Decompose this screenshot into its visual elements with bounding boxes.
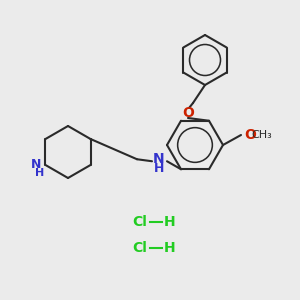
Text: O: O — [182, 106, 194, 120]
Text: H: H — [35, 168, 44, 178]
Text: Cl: Cl — [133, 241, 147, 255]
Text: N: N — [153, 152, 165, 166]
Text: H: H — [164, 215, 176, 229]
Text: H: H — [154, 162, 164, 175]
Text: N: N — [31, 158, 41, 170]
Text: CH₃: CH₃ — [251, 130, 272, 140]
Text: Cl: Cl — [133, 215, 147, 229]
Text: O: O — [244, 128, 256, 142]
Text: H: H — [164, 241, 176, 255]
